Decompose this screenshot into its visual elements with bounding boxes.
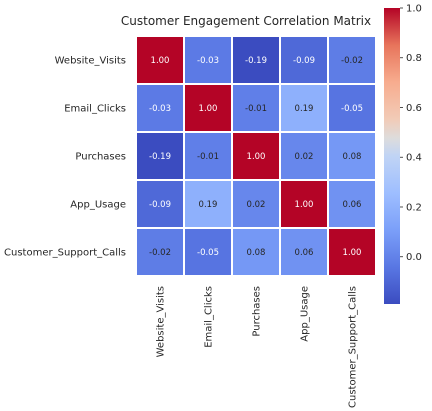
heatmap-cell-value: 0.02	[295, 152, 314, 162]
row-tick-label: App_Usage	[70, 200, 126, 211]
colorbar-tick-label: 0.2	[406, 202, 422, 213]
row-tick-label: Customer_Support_Calls	[4, 248, 126, 259]
heatmap-cell-value: 1.00	[199, 104, 218, 114]
colorbar	[384, 8, 400, 304]
heatmap-cell-value: 1.00	[247, 152, 266, 162]
heatmap-cell-value: -0.05	[341, 104, 363, 114]
heatmap-cell-value: -0.19	[245, 56, 267, 66]
col-tick-labels: Website_Visits Email_Clicks Purchases App_U…	[156, 286, 359, 408]
heatmap-cell-value: 1.00	[343, 248, 362, 258]
heatmap-cells: 1.00 -0.03 -0.19 -0.09 -0.02 -0.03 1.00 -0.01 0.…	[136, 36, 376, 276]
row-tick-label: Purchases	[75, 152, 126, 163]
colorbar-tick-label: 0.6	[406, 103, 422, 114]
col-tick-label: Customer_Support_Calls	[348, 286, 359, 408]
row-tick-labels: Website_Visits Email_Clicks Purchases App_U…	[4, 56, 126, 259]
heatmap-cell-value: -0.09	[293, 56, 315, 66]
heatmap-cell-value: 0.08	[247, 248, 266, 258]
heatmap-cell-value: 0.06	[295, 248, 314, 258]
row-tick-label: Email_Clicks	[64, 104, 126, 115]
colorbar-tick-label: 0.0	[406, 252, 422, 263]
heatmap-cell-value: -0.03	[149, 104, 171, 114]
heatmap-cell-value: -0.09	[149, 200, 171, 210]
heatmap-cell-value: -0.03	[197, 56, 219, 66]
chart-title: Customer Engagement Correlation Matrix	[121, 14, 371, 28]
heatmap-cell-value: 0.19	[295, 104, 314, 114]
col-tick-label: Purchases	[252, 286, 263, 337]
heatmap-cell-value: -0.02	[149, 248, 171, 258]
row-tick-label: Website_Visits	[55, 56, 126, 67]
heatmap-cell-value: 1.00	[151, 56, 170, 66]
col-tick-label: Email_Clicks	[204, 286, 215, 348]
heatmap-cell-value: 1.00	[295, 200, 314, 210]
colorbar-tick-label: 1.0	[406, 4, 422, 15]
col-tick-label: Website_Visits	[156, 286, 167, 357]
heatmap-cell-value: 0.06	[343, 200, 362, 210]
heatmap-cell-value: 0.02	[247, 200, 266, 210]
heatmap-cell-value: -0.01	[197, 152, 219, 162]
heatmap-cell-value: 0.08	[343, 152, 362, 162]
col-tick-label: App_Usage	[300, 286, 311, 342]
colorbar-ticks: 0.0 0.2 0.4 0.6 0.8 1.0	[400, 4, 422, 264]
heatmap-cell-value: 0.19	[199, 200, 218, 210]
heatmap-cell-value: -0.05	[197, 248, 219, 258]
colorbar-tick-label: 0.8	[406, 53, 422, 64]
heatmap-cell-value: -0.19	[149, 152, 171, 162]
colorbar-tick-label: 0.4	[406, 153, 422, 164]
heatmap-cell-value: -0.02	[341, 56, 363, 66]
heatmap-cell-value: -0.01	[245, 104, 267, 114]
